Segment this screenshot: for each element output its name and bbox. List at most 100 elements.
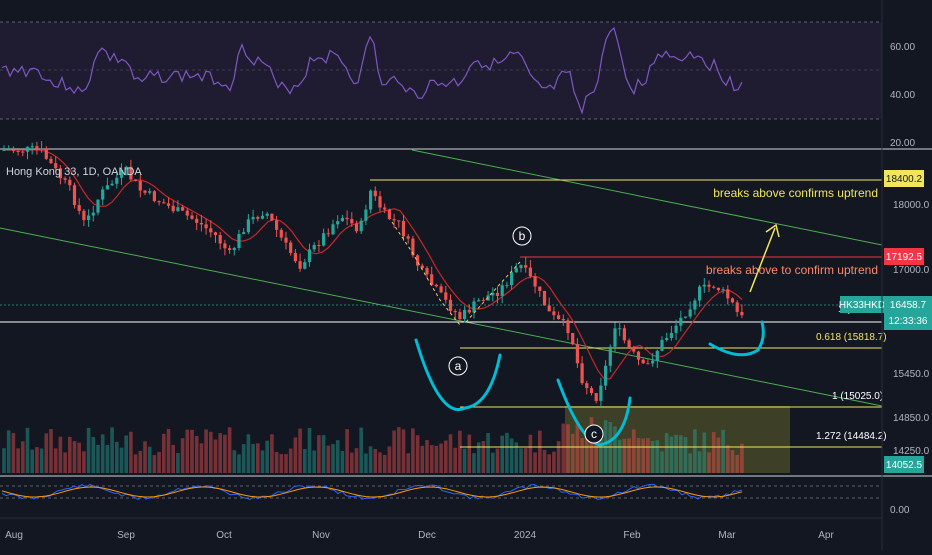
candle-body <box>303 262 307 269</box>
volume-bar <box>115 441 119 473</box>
volume-bar <box>735 454 739 473</box>
candle-body <box>242 232 246 235</box>
volume-bar <box>740 443 744 473</box>
candle-body <box>350 219 354 224</box>
volume-bar <box>133 454 138 473</box>
candle-body <box>514 268 518 273</box>
volume-bar <box>185 429 190 473</box>
volume-bar <box>458 430 462 473</box>
volume-bar <box>58 436 63 473</box>
volume-bar <box>476 442 481 473</box>
volume-bar <box>716 437 721 473</box>
volume-bar <box>519 448 523 473</box>
volume-bar <box>561 423 566 473</box>
last-price-tag-bg <box>884 296 932 330</box>
candle-body <box>134 179 138 181</box>
candle-body <box>383 207 387 210</box>
volume-bar <box>2 448 6 473</box>
candle-body <box>707 284 711 287</box>
volume-bar <box>411 428 415 473</box>
candle-body <box>378 196 382 208</box>
volume-bar <box>30 449 34 473</box>
candle-body <box>322 233 326 246</box>
volume-bar <box>340 451 345 473</box>
volume-bar <box>392 430 396 473</box>
volume-bar <box>270 434 274 473</box>
volume-bar <box>674 434 678 473</box>
uptrend-arrow-head <box>765 223 780 238</box>
volume-bar <box>420 445 425 473</box>
candle-body <box>124 166 128 170</box>
candle-body <box>35 146 39 150</box>
target-zone-box <box>565 406 790 473</box>
volume-bar <box>373 448 378 473</box>
candle-body <box>7 149 11 151</box>
uptrend-arrow-line <box>749 227 776 293</box>
price-tick-14250: 14250.0 <box>893 446 930 457</box>
candle-body <box>110 183 114 186</box>
volume-bar <box>68 436 72 473</box>
candle-body <box>82 210 86 221</box>
volume-bar <box>199 443 204 473</box>
candle-body <box>458 312 462 320</box>
volume-bar <box>542 449 547 473</box>
volume-bar <box>16 448 20 473</box>
candle-body <box>213 232 218 236</box>
candle-body <box>289 242 293 253</box>
volume-bar <box>528 434 533 473</box>
volume-bar <box>397 427 401 473</box>
candle-body <box>542 290 547 306</box>
fib-label-1-lower: 1 (15025.0) <box>832 391 883 402</box>
volume-bar <box>129 431 133 473</box>
wave-label-b-circle <box>512 226 532 246</box>
candle-body <box>481 300 485 302</box>
candle-body <box>30 146 34 148</box>
volume-bar <box>650 440 655 473</box>
volume-bar <box>138 450 143 473</box>
candle-body <box>589 388 594 394</box>
volume-bar <box>293 437 298 473</box>
volume-bar <box>622 438 627 473</box>
volume-bar <box>655 440 660 473</box>
volume-bar <box>636 438 641 473</box>
candle-body <box>627 340 631 348</box>
price-pane: b a c breaks above confirms uptrend brea… <box>0 140 932 473</box>
volume-bar <box>227 427 232 473</box>
volume-bar <box>589 417 594 473</box>
volume-bar <box>166 428 171 473</box>
candle-body <box>16 150 20 152</box>
candle-body <box>641 359 645 364</box>
volume-bar <box>260 450 265 473</box>
time-tick-aug: Aug <box>5 530 23 541</box>
candle-body <box>608 346 612 366</box>
price-tag-low: 14052.5 <box>886 460 923 471</box>
time-tick-dec: Dec <box>418 530 436 541</box>
wave-label-b: b <box>519 229 526 243</box>
time-tick-nov: Nov <box>312 530 330 541</box>
price-tag-neckline-bg <box>884 248 924 265</box>
volume-bar <box>279 454 284 473</box>
volume-bar <box>25 427 30 473</box>
candle-body <box>726 289 730 299</box>
volume-bar <box>119 447 124 473</box>
candle-body <box>91 212 95 216</box>
candle-body <box>312 245 316 250</box>
candle-body <box>430 274 434 285</box>
volume-bar <box>660 451 664 473</box>
price-tick-15450: 15450.0 <box>893 369 930 380</box>
candle-body <box>105 185 109 190</box>
candle-body <box>411 238 415 256</box>
candle-body <box>477 300 481 302</box>
candle-body <box>420 265 424 269</box>
volume-bar <box>570 433 575 473</box>
volume-bar <box>617 439 622 473</box>
candles <box>2 140 744 407</box>
price-tag-low-bg <box>884 456 924 473</box>
volume-bar <box>53 448 58 473</box>
volume-bar <box>585 433 589 473</box>
candle-body <box>655 350 659 361</box>
wave-a-dashed-line <box>391 221 461 326</box>
candle-body <box>735 302 739 312</box>
wave-b-dashed-line <box>465 261 521 323</box>
